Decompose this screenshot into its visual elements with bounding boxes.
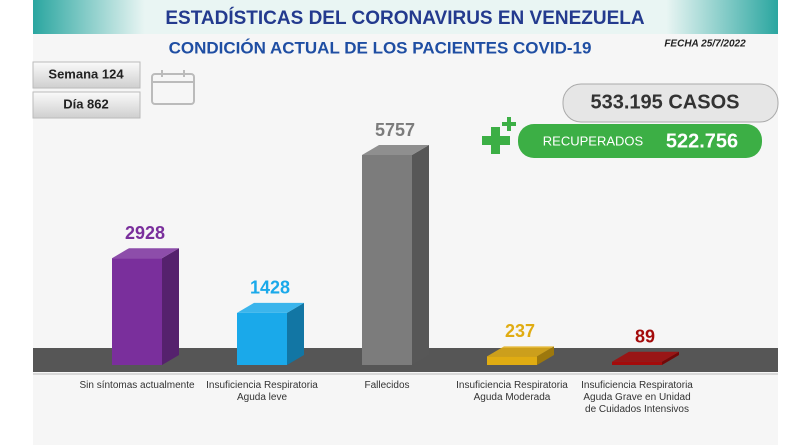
bar-side bbox=[662, 351, 679, 365]
bar bbox=[112, 258, 162, 365]
plus-icon bbox=[482, 117, 516, 154]
category-label: Insuficiencia Respiratoria Aguda Grave e… bbox=[581, 380, 693, 415]
day-box bbox=[32, 91, 141, 119]
day: Día 862 bbox=[63, 96, 109, 111]
bar-top bbox=[237, 302, 304, 313]
calendar-icon bbox=[151, 70, 195, 105]
bar-top bbox=[112, 248, 179, 259]
recovered-label: RECUPERADOS bbox=[543, 133, 644, 148]
category-label: Sin síntomas actualmente bbox=[79, 380, 195, 391]
bar bbox=[612, 361, 662, 365]
date: FECHA 25/7/2022 bbox=[664, 39, 746, 50]
week: Semana 124 bbox=[48, 66, 124, 81]
value-label: 5757 bbox=[375, 120, 415, 140]
bar-top bbox=[362, 145, 429, 155]
bar-side bbox=[537, 346, 554, 365]
subtitle: CONDICIÓN ACTUAL DE LOS PACIENTES COVID-… bbox=[169, 38, 592, 57]
bar bbox=[237, 312, 287, 365]
cases: 533.195 CASOS bbox=[591, 91, 740, 113]
cases-pill bbox=[562, 83, 779, 123]
recovered-value: 522.756 bbox=[666, 130, 738, 152]
value-label: 2928 bbox=[125, 223, 165, 243]
bar bbox=[362, 155, 412, 365]
category-label: Insuficiencia Respiratoria Aguda Moderad… bbox=[456, 380, 568, 403]
bar-side bbox=[162, 248, 179, 365]
bar-side bbox=[412, 145, 429, 365]
category-label: Fallecidos bbox=[364, 380, 410, 391]
value-label: 89 bbox=[635, 327, 655, 347]
value-label: 237 bbox=[505, 321, 535, 341]
bar-top bbox=[612, 351, 679, 362]
category-label: Insuficiencia Respiratoria Aguda leve bbox=[206, 380, 318, 403]
title: ESTADÍSTICAS DEL CORONAVIRUS EN VENEZUEL… bbox=[165, 7, 645, 29]
bar-top bbox=[487, 346, 554, 357]
bar-side bbox=[287, 302, 304, 365]
bar bbox=[487, 356, 537, 365]
header bbox=[33, 0, 778, 34]
recovered-pill bbox=[518, 124, 762, 158]
week-box bbox=[32, 61, 141, 89]
value-label: 1428 bbox=[250, 278, 290, 298]
